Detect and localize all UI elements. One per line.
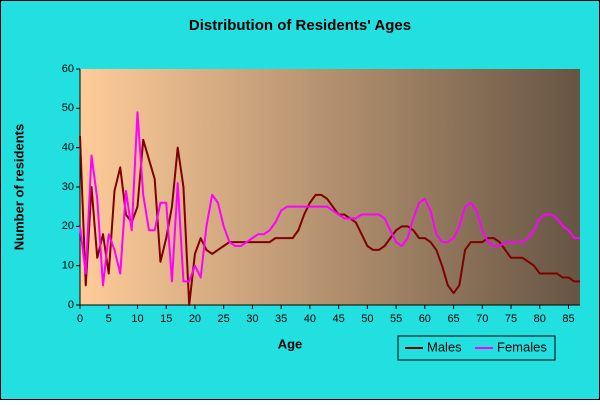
x-tick-label: 10 <box>131 313 143 325</box>
x-tick-label: 55 <box>390 313 402 325</box>
chart-title: Distribution of Residents' Ages <box>189 17 411 34</box>
x-tick-label: 5 <box>106 313 112 325</box>
y-tick-label: 50 <box>62 102 74 114</box>
legend-label: Females <box>497 339 547 354</box>
x-tick-label: 40 <box>304 313 316 325</box>
x-axis-label: Age <box>278 336 303 351</box>
line-series <box>79 135 580 306</box>
x-tick-label: 85 <box>562 313 574 325</box>
x-tick-label: 30 <box>246 313 258 325</box>
x-tick-label: 60 <box>419 313 431 325</box>
y-tick-label: 10 <box>62 260 74 272</box>
plot-area <box>80 69 580 305</box>
y-axis-label: Number of residents <box>11 124 26 250</box>
x-tick-label: 35 <box>275 313 287 325</box>
x-tick-label: 70 <box>476 313 488 325</box>
x-tick-label: 65 <box>447 313 459 325</box>
x-tick-label: 25 <box>218 313 230 325</box>
y-tick-label: 30 <box>62 181 74 193</box>
x-tick-label: 0 <box>77 313 83 325</box>
x-tick-label: 45 <box>332 313 344 325</box>
x-tick-label: 50 <box>361 313 373 325</box>
x-tick-label: 75 <box>505 313 517 325</box>
y-tick-label: 40 <box>62 142 74 154</box>
x-tick-label: 80 <box>534 313 546 325</box>
x-tick-label: 15 <box>160 313 172 325</box>
line-series <box>79 111 580 287</box>
y-tick-label: 0 <box>68 299 74 311</box>
y-tick-label: 20 <box>62 220 74 232</box>
legend-label: Males <box>427 339 462 354</box>
x-tick-label: 20 <box>189 313 201 325</box>
y-tick-label: 60 <box>62 63 74 75</box>
